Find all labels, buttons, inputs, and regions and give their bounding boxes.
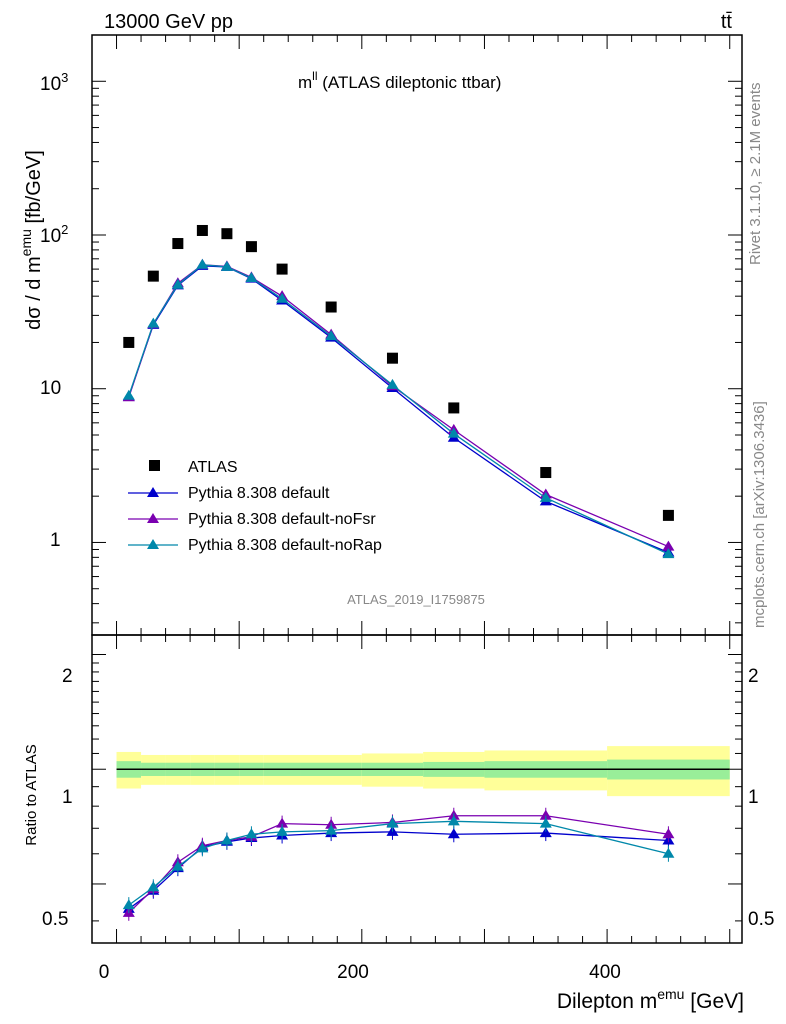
main-point-pythia-8-308-default-nofsr [662,540,675,551]
ratio-point-pythia-8-308-default-norap [220,834,233,845]
data-point-atlas [123,336,135,348]
ratio-point-pythia-8-308-default-nofsr [539,809,552,820]
ratio-ytick-label: 0.5 [42,909,68,930]
legend-label-nofsr: Pythia 8.308 default-noFsr [188,511,376,528]
legend: ATLAS Pythia 8.308 default Pythia 8.308 … [128,459,382,554]
main-point-pythia-8-308-default-norap [386,378,399,389]
ratio-ytick-label: 1 [62,787,73,808]
ratio-point-pythia-8-308-default-nofsr [276,817,289,828]
data-point-atlas [172,238,184,250]
main-point-pythia-8-308-default-norap [122,389,135,400]
ratio-point-pythia-8-308-default [447,828,460,839]
ratio-point-pythia-8-308-default-nofsr [662,828,675,839]
legend-label-default: Pythia 8.308 default [188,485,330,502]
data-point-atlas [221,228,233,240]
energy-label: 13000 GeV pp [104,11,233,33]
mcplots-label: mcplots.cern.ch [arXiv:1306.3436] [751,401,768,628]
main-point-pythia-8-308-default-norap [662,548,675,559]
main-ytick-label: 103 [40,70,68,95]
ratio-ytick-label-right: 0.5 [748,909,774,930]
ratio-line-pythia-8-308-default-nofsr [128,815,669,914]
ratio-line-pythia-8-308-default-norap [128,820,669,906]
plot-title: mll (ATLAS dileptonic ttbar) [298,69,501,92]
ratio-point-pythia-8-308-default-norap [196,842,209,853]
main-point-pythia-8-308-default-norap [147,317,160,328]
data-point-atlas [662,509,674,521]
ratio-point-pythia-8-308-default-norap [147,881,160,892]
data-point-atlas [276,263,288,275]
main-point-pythia-8-308-default-norap [276,292,289,303]
analysis-label: ATLAS_2019_I1759875 [347,592,485,607]
rivet-label: Rivet 3.1.10, ≥ 2.1M events [747,83,764,266]
data-point-atlas [540,467,552,479]
main-line-pythia-8-308-default-norap [128,264,669,555]
legend-marker-default [147,487,159,497]
data-point-atlas [325,301,337,313]
chart-marks [122,224,675,921]
main-point-pythia-8-308-default-norap [220,260,233,271]
main-ytick-label: 10 [40,378,61,399]
ratio-point-pythia-8-308-default [539,827,552,838]
ratio-ytick-label-right: 2 [748,666,759,687]
xtick-label: 400 [589,962,621,983]
data-point-atlas [245,241,257,253]
data-point-atlas [448,402,460,414]
main-point-pythia-8-308-default-norap [325,330,338,341]
legend-marker-norap [147,539,159,549]
ratio-line-pythia-8-308-default [128,831,669,910]
main-point-pythia-8-308-default-norap [245,272,258,283]
data-point-atlas [196,224,208,236]
ratio-point-pythia-8-308-default-norap [447,815,460,826]
ratio-plot-frame [91,634,743,944]
axis-ticks [92,34,742,943]
data-point-atlas [147,270,159,282]
main-ytick-label: 102 [40,222,68,247]
main-point-pythia-8-308-default-norap [196,258,209,269]
main-point-pythia-8-308-default-norap [171,278,184,289]
process-label: tt̄ [721,11,733,33]
legend-marker-atlas [149,460,160,471]
xtick-label: 0 [99,962,110,983]
ratio-point-pythia-8-308-default-norap [122,899,135,910]
main-point-pythia-8-308-default-norap [539,491,552,502]
main-line-pythia-8-308-default [128,265,669,554]
ratio-point-pythia-8-308-default-norap [386,817,399,828]
ratio-point-pythia-8-308-default-norap [171,860,184,871]
ratio-point-pythia-8-308-default-norap [245,828,258,839]
ratio-point-pythia-8-308-default-norap [325,824,338,835]
ratio-ytick-label: 2 [62,666,73,687]
legend-marker-nofsr [147,513,159,523]
x-axis-label: Dilepton memu [GeV] [557,986,744,1013]
ratio-point-pythia-8-308-default-norap [662,847,675,858]
main-line-pythia-8-308-default-nofsr [128,264,669,548]
legend-label-atlas: ATLAS [188,459,238,476]
main-point-pythia-8-308-default-norap [447,427,460,438]
main-y-axis-label: dσ / d memu [fb/GeV] [18,150,45,330]
ratio-point-pythia-8-308-default-norap [539,817,552,828]
data-point-atlas [386,352,398,364]
main-ytick-label: 1 [50,530,61,551]
ratio-point-pythia-8-308-default-norap [276,825,289,836]
legend-label-norap: Pythia 8.308 default-noRap [188,537,382,554]
ratio-y-axis-label: Ratio to ATLAS [23,744,40,845]
xtick-label: 200 [337,962,369,983]
ratio-uncertainty-band [116,746,730,797]
ratio-ytick-label-right: 1 [748,787,759,808]
